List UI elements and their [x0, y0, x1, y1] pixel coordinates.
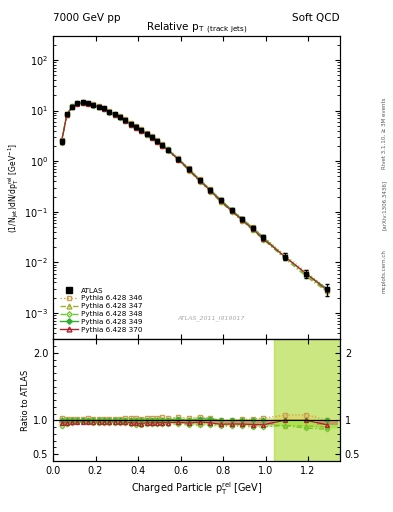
Y-axis label: (1/N$_\mathrm{jet}$)dN/dp$_\mathrm{T}^\mathrm{rel}$ [GeV$^{-1}$]: (1/N$_\mathrm{jet}$)dN/dp$_\mathrm{T}^\m… [7, 142, 22, 232]
Bar [274, 339, 340, 461]
Text: ATLAS_2011_I919017: ATLAS_2011_I919017 [177, 315, 244, 321]
Text: 7000 GeV pp: 7000 GeV pp [53, 13, 121, 23]
Title: Relative p$_\mathrm{T}$ $_{(\mathrm{track\ jets})}$: Relative p$_\mathrm{T}$ $_{(\mathrm{trac… [146, 20, 247, 36]
Y-axis label: Ratio to ATLAS: Ratio to ATLAS [21, 370, 30, 431]
Text: Soft QCD: Soft QCD [292, 13, 340, 23]
Text: Rivet 3.1.10, ≥ 3M events: Rivet 3.1.10, ≥ 3M events [382, 97, 387, 169]
Bar [274, 339, 340, 461]
Legend: ATLAS, Pythia 6.428 346, Pythia 6.428 347, Pythia 6.428 348, Pythia 6.428 349, P: ATLAS, Pythia 6.428 346, Pythia 6.428 34… [57, 285, 146, 336]
X-axis label: Charged Particle p$_\mathrm{T}^\mathrm{rel}$ [GeV]: Charged Particle p$_\mathrm{T}^\mathrm{r… [130, 480, 263, 497]
Text: [arXiv:1306.3436]: [arXiv:1306.3436] [382, 180, 387, 230]
Text: mcplots.cern.ch: mcplots.cern.ch [382, 249, 387, 293]
